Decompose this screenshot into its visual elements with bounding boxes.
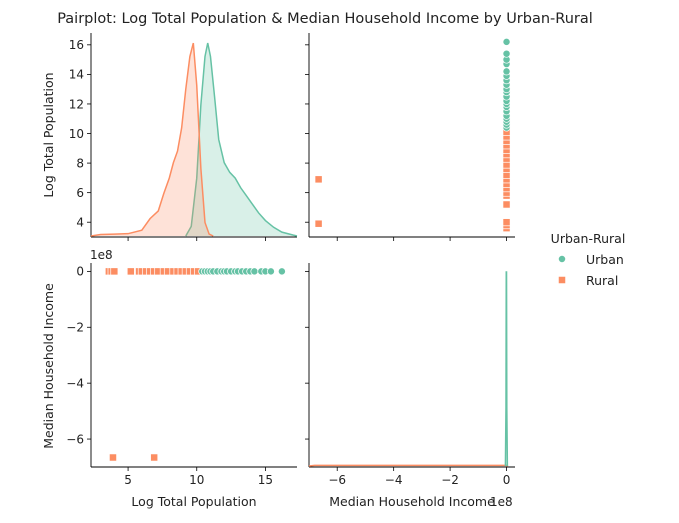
- y-tick-label: 4: [76, 216, 84, 230]
- rural-point: [502, 200, 511, 209]
- rural-point: [314, 219, 323, 228]
- legend: Urban-Rural Urban Rural: [551, 231, 626, 288]
- urban-point: [277, 267, 286, 276]
- rural-point: [109, 453, 117, 462]
- y-offset-label-income: 1e8: [90, 248, 113, 262]
- rural-kde-line: [90, 42, 214, 237]
- legend-marker-urban: [558, 255, 566, 263]
- urban-point: [250, 267, 259, 276]
- y-axis-label-log-pop: Log Total Population: [41, 72, 56, 197]
- y-axis-label-income: Median Household Income: [41, 283, 56, 449]
- x-tick-label: 5: [124, 473, 132, 487]
- y-tick-label: 14: [69, 68, 84, 82]
- x-tick-label: −2: [441, 473, 459, 487]
- y-tick-label: −4: [66, 376, 84, 390]
- panel-log-pop-vs-income: [305, 33, 515, 241]
- legend-marker-rural: [558, 276, 566, 284]
- rural-point: [150, 453, 159, 462]
- legend-label-rural: Rural: [586, 273, 618, 288]
- x-tick-label: 0: [503, 473, 511, 487]
- legend-title: Urban-Rural: [551, 231, 626, 246]
- rural-kde-line: [308, 464, 509, 467]
- x-offset-label-income: 1e8: [490, 495, 513, 509]
- y-tick-label: 6: [76, 186, 84, 200]
- rural-kde-fill: [91, 43, 214, 236]
- rural-point: [314, 175, 323, 184]
- urban-kde-line: [504, 271, 509, 467]
- y-tick-label: −6: [66, 432, 84, 446]
- chart-title: Pairplot: Log Total Population & Median …: [57, 11, 593, 27]
- urban-kde-line: [185, 42, 298, 237]
- panel-income-kde: −6 −4 −2 0: [305, 263, 515, 487]
- urban-point: [266, 267, 275, 276]
- x-axis-label-log-pop: Log Total Population: [131, 494, 256, 509]
- y-tick-label: 0: [76, 265, 84, 279]
- urban-point: [502, 49, 511, 58]
- rural-point: [126, 267, 135, 276]
- x-tick-label: 10: [189, 473, 204, 487]
- x-tick-label: −4: [385, 473, 403, 487]
- x-tick-label: 15: [258, 473, 273, 487]
- urban-point: [502, 67, 511, 76]
- y-tick-label: 8: [76, 156, 84, 170]
- x-axis-label-income: Median Household Income: [329, 494, 495, 509]
- rural-point: [110, 267, 119, 276]
- y-tick-label: 12: [69, 97, 84, 111]
- x-tick-label: −6: [328, 473, 346, 487]
- rural-point: [502, 218, 511, 227]
- panel-income-vs-log-pop: 5 10 15 −6 −4 −2 0: [66, 263, 297, 487]
- y-tick-label: 10: [69, 127, 84, 141]
- y-tick-label: 16: [69, 38, 84, 52]
- urban-point: [502, 37, 511, 46]
- y-tick-label: −2: [66, 321, 84, 335]
- panel-log-pop-kde: 4 6 8 10 12 14 16: [69, 33, 298, 241]
- legend-label-urban: Urban: [586, 252, 624, 267]
